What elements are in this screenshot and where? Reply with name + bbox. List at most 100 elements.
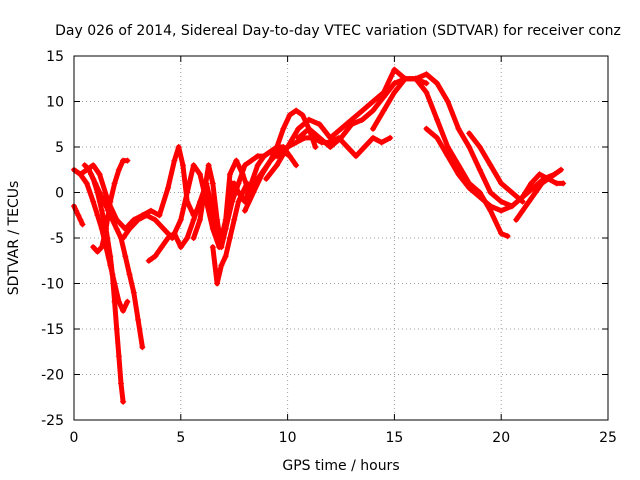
data-point-marker — [235, 198, 242, 205]
data-point-marker — [538, 180, 545, 187]
data-point-marker — [466, 144, 473, 150]
data-point-marker — [263, 175, 270, 182]
data-point-marker — [115, 353, 122, 360]
data-point-marker — [305, 125, 312, 132]
data-point-marker — [254, 153, 261, 160]
data-point-marker — [423, 125, 430, 132]
data-point-marker — [145, 257, 152, 264]
data-point-marker — [258, 171, 265, 178]
data-point-marker — [107, 253, 114, 260]
chart-title: Day 026 of 2014, Sidereal Day-to-day VTE… — [55, 23, 621, 39]
data-point-marker — [519, 207, 526, 214]
data-point-marker — [209, 180, 216, 187]
data-point-marker — [487, 189, 494, 196]
x-tick-label: 25 — [599, 430, 617, 446]
data-point-marker — [120, 398, 127, 405]
data-point-marker — [124, 298, 131, 305]
data-point-marker — [109, 271, 116, 278]
data-point-marker — [126, 225, 133, 232]
data-point-marker — [214, 280, 221, 287]
data-point-marker — [498, 230, 505, 237]
data-point-marker — [267, 157, 274, 164]
x-tick-label: 5 — [176, 430, 185, 446]
series-arc-12 — [241, 134, 394, 214]
data-point-marker — [284, 144, 291, 150]
data-point-marker — [83, 180, 90, 187]
y-tick-label: -5 — [50, 231, 64, 247]
data-point-marker — [466, 184, 473, 191]
data-point-marker — [175, 144, 182, 150]
x-tick-label: 10 — [279, 430, 297, 446]
data-point-marker — [434, 80, 441, 87]
data-point-marker — [96, 189, 103, 196]
data-point-marker — [299, 112, 306, 119]
data-point-marker — [316, 134, 323, 141]
data-point-marker — [92, 180, 99, 187]
y-axis-label: SDTVAR / TECUs — [6, 181, 22, 296]
data-point-marker — [201, 189, 208, 196]
data-point-marker — [113, 326, 120, 332]
data-point-marker — [273, 162, 280, 169]
data-point-marker — [532, 189, 539, 196]
data-point-marker — [179, 162, 186, 169]
data-point-marker — [115, 166, 122, 173]
data-point-marker — [423, 89, 430, 96]
data-point-marker — [508, 189, 515, 196]
data-point-marker — [152, 253, 159, 260]
data-point-marker — [98, 207, 105, 214]
data-point-marker — [476, 194, 483, 201]
data-point-marker — [226, 235, 233, 241]
data-point-marker — [327, 144, 334, 150]
data-point-marker — [244, 180, 251, 187]
data-point-marker — [103, 225, 110, 232]
data-point-marker — [504, 233, 511, 240]
data-point-marker — [248, 157, 255, 164]
data-point-marker — [184, 235, 191, 241]
data-point-marker — [276, 148, 283, 155]
data-point-marker — [113, 216, 120, 223]
data-point-marker — [197, 216, 204, 223]
data-point-marker — [233, 157, 240, 164]
data-point-marker — [96, 171, 103, 178]
data-point-marker — [177, 244, 184, 251]
data-point-marker — [423, 71, 430, 78]
data-point-marker — [455, 162, 462, 169]
data-point-marker — [508, 203, 515, 210]
data-point-marker — [327, 134, 334, 141]
data-point-marker — [135, 316, 142, 323]
data-point-marker — [476, 166, 483, 173]
data-point-marker — [295, 134, 302, 141]
data-point-marker — [519, 194, 526, 201]
data-point-marker — [229, 180, 236, 187]
data-point-marker — [528, 180, 535, 187]
data-point-marker — [370, 134, 377, 141]
data-point-marker — [117, 380, 124, 387]
data-point-marker — [280, 125, 287, 132]
series-arc-19 — [519, 171, 567, 201]
data-point-marker — [312, 144, 319, 150]
data-point-marker — [348, 121, 355, 128]
data-point-marker — [338, 125, 344, 132]
y-tick-label: 15 — [46, 49, 64, 65]
data-point-marker — [455, 171, 462, 178]
data-point-marker — [120, 235, 127, 241]
data-point-marker — [254, 162, 261, 169]
data-point-marker — [380, 107, 387, 114]
data-point-marker — [222, 225, 229, 232]
series-arc-17 — [466, 130, 526, 205]
data-point-marker — [90, 198, 97, 205]
series-trace — [242, 135, 393, 214]
data-point-marker — [120, 307, 127, 314]
x-tick-label: 0 — [70, 430, 79, 446]
data-point-marker — [113, 225, 120, 232]
data-point-marker — [558, 166, 565, 173]
tick-layer: 0 5 10 15 20 25 -25 -20 -15 -10 -5 0 5 10 15 — [41, 49, 617, 446]
data-point-marker — [359, 107, 366, 114]
data-point-marker — [338, 134, 344, 141]
series-trace — [263, 67, 429, 182]
data-point-marker — [293, 107, 300, 114]
data-point-marker — [231, 216, 238, 223]
data-point-marker — [293, 139, 300, 146]
y-tick-label: -20 — [41, 368, 64, 384]
data-point-marker — [551, 171, 558, 178]
